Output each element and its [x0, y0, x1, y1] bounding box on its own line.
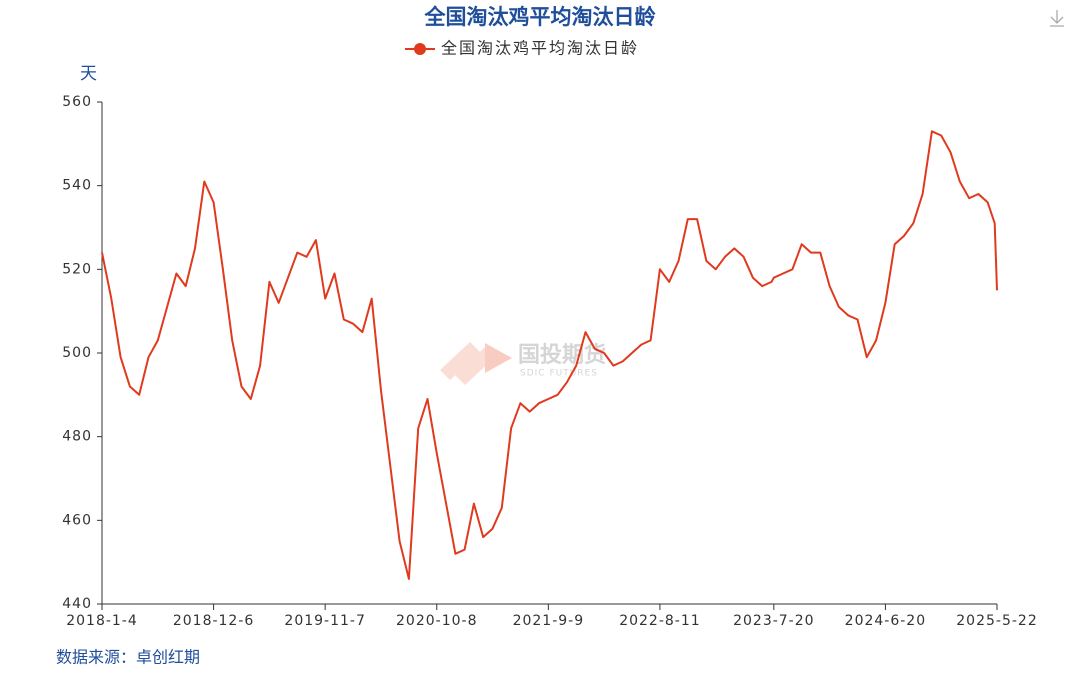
- x-tick-label: 2025-5-22: [956, 613, 1037, 629]
- y-tick-label: 440: [62, 596, 92, 612]
- watermark-sub: SDIC FUTURES: [520, 369, 598, 379]
- x-tick-label: 2021-9-9: [513, 613, 585, 629]
- y-unit: 天: [80, 64, 97, 84]
- watermark-logo: [440, 342, 495, 385]
- y-tick-label: 520: [62, 261, 92, 277]
- legend-label: 全国淘汰鸡平均淘汰日龄: [441, 39, 639, 58]
- y-tick-label: 560: [62, 94, 92, 110]
- x-tick-label: 2024-6-20: [845, 613, 926, 629]
- watermark: 国投期货 SDIC FUTURES: [440, 342, 606, 385]
- x-tick-label: 2018-1-4: [66, 613, 138, 629]
- x-tick-label: 2018-12-6: [173, 613, 254, 629]
- legend-marker: [414, 43, 426, 55]
- download-icon[interactable]: [1050, 10, 1064, 27]
- y-tick-label: 460: [62, 512, 92, 528]
- y-tick-label: 480: [62, 429, 92, 445]
- line: [101, 130, 998, 580]
- x-tick-label: 2020-10-8: [396, 613, 477, 629]
- x-tick-label: 2023-7-20: [733, 613, 814, 629]
- x-tick-label: 2019-11-7: [284, 613, 365, 629]
- watermark-logo: [485, 343, 512, 373]
- y-tick-label: 540: [62, 178, 92, 194]
- source: 数据来源：卓创红期: [56, 648, 200, 667]
- chart-title: 全国淘汰鸡平均淘汰日龄: [424, 5, 657, 29]
- watermark-text: 国投期货: [518, 342, 606, 368]
- x-tick-label: 2022-8-11: [619, 613, 700, 629]
- y-tick-label: 500: [62, 345, 92, 361]
